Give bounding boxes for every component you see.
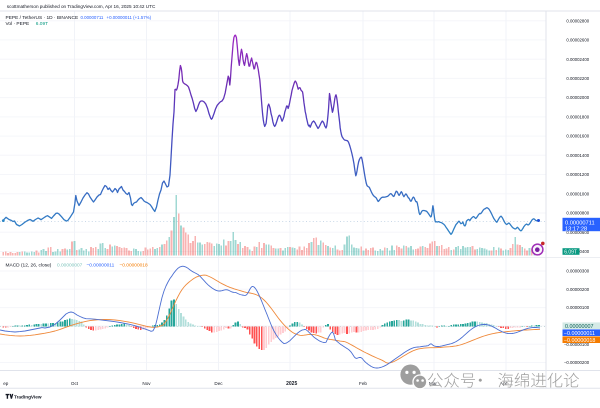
svg-text:0.00001000: 0.00001000 xyxy=(566,191,589,196)
svg-text:Nov: Nov xyxy=(142,381,151,386)
svg-text:0.00002000: 0.00002000 xyxy=(566,95,589,100)
svg-text:scottmatherson published on Tr: scottmatherson published on TradingView.… xyxy=(7,4,156,9)
svg-text:Dec: Dec xyxy=(214,381,223,386)
svg-text:0.00002800: 0.00002800 xyxy=(566,18,589,23)
svg-text:MACD (12, 26, close)0.00000007: MACD (12, 26, close)0.00000007−0.0000001… xyxy=(6,263,148,269)
svg-text:0.00000800: 0.00000800 xyxy=(566,211,589,216)
svg-text:6.09T: 6.09T xyxy=(564,250,577,256)
svg-text:0.00000300: 0.00000300 xyxy=(566,269,589,274)
svg-text:0.00001600: 0.00001600 xyxy=(566,134,589,139)
svg-text:0.00002600: 0.00002600 xyxy=(566,38,589,43)
svg-text:0.00001400: 0.00001400 xyxy=(566,153,589,158)
svg-text:0.00001800: 0.00001800 xyxy=(566,115,589,120)
svg-text:ep: ep xyxy=(3,381,9,386)
svg-text:−0.00000018: −0.00000018 xyxy=(564,338,596,344)
svg-text:13:17:28: 13:17:28 xyxy=(565,227,587,233)
svg-text:2025: 2025 xyxy=(286,381,297,387)
svg-text:−0.00000200: −0.00000200 xyxy=(564,360,590,365)
svg-text:0.00000007: 0.00000007 xyxy=(565,324,593,330)
svg-text:0.00000200: 0.00000200 xyxy=(566,287,589,292)
svg-text:−0.00000011: −0.00000011 xyxy=(564,331,595,337)
svg-text:Feb: Feb xyxy=(359,381,367,386)
svg-text:0.00002400: 0.00002400 xyxy=(566,57,589,62)
svg-text:0.00002200: 0.00002200 xyxy=(566,76,589,81)
svg-text:Oct: Oct xyxy=(71,381,79,386)
svg-text:TradingView: TradingView xyxy=(14,395,42,400)
svg-text:0.00001200: 0.00001200 xyxy=(566,172,589,177)
svg-text:0.00000100: 0.00000100 xyxy=(566,305,589,310)
